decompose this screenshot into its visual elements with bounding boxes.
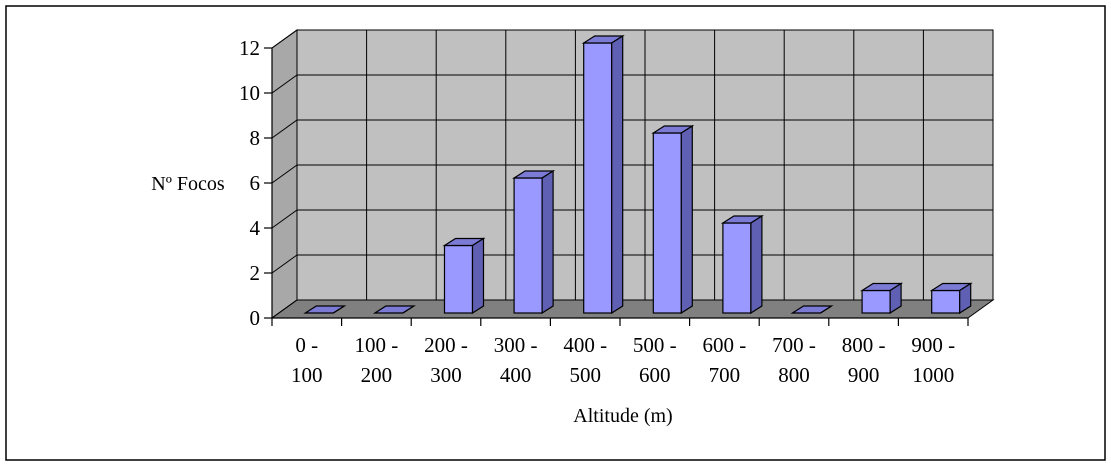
x-tick-label-line: 700	[709, 363, 741, 387]
bar	[651, 124, 695, 315]
bar	[860, 282, 904, 315]
bar-front	[513, 177, 543, 314]
y-tick-label: 6	[250, 171, 261, 195]
bar-side	[541, 169, 554, 315]
x-tick-label: 300 - 400	[494, 333, 538, 387]
x-tick-label: 0 -100	[291, 333, 323, 387]
x-axis-title: Altitude (m)	[573, 405, 672, 427]
x-tick-label-line: 300 -	[494, 333, 538, 357]
x-tick-label-line: 400 -	[563, 333, 607, 357]
bars	[303, 34, 973, 315]
axes	[264, 47, 969, 326]
bar-side	[820, 305, 832, 314]
x-tick-label-line: 800	[778, 363, 810, 387]
x-tick-label-line: 900	[848, 363, 880, 387]
y-tick-label: 4	[250, 216, 261, 240]
x-tick-label-line: 700 -	[772, 333, 816, 357]
bar	[790, 305, 834, 314]
x-tick-label-line: 900 -	[911, 333, 955, 357]
x-tick-label-line: 200	[361, 363, 393, 387]
y-tick-label: 8	[250, 126, 261, 150]
bar-front	[443, 244, 474, 314]
x-tick-label-line: 600 -	[703, 333, 747, 357]
bar	[929, 282, 973, 315]
bar	[442, 237, 486, 315]
x-tick-label: 500 - 600	[633, 333, 677, 387]
bar	[720, 214, 764, 315]
y-tick-label: 0	[250, 306, 261, 330]
bar	[372, 305, 416, 314]
x-tick-label-line: 100	[291, 363, 323, 387]
x-tick-label-line: 500	[569, 363, 601, 387]
x-tick-label-line: 1000	[912, 363, 954, 387]
bar-front	[722, 222, 752, 314]
x-tick-label: 600 - 700	[703, 333, 747, 387]
x-tick-label-line: 200 -	[424, 333, 468, 357]
bar-side	[889, 282, 902, 315]
bar-front	[652, 132, 682, 314]
x-tick-label: 400 - 500	[563, 333, 607, 387]
y-tick-labels: 0 2 4 6 8 10 12	[239, 36, 261, 330]
x-tick-label: 200 - 300	[424, 333, 468, 387]
x-tick-label: 700 - 800	[772, 333, 816, 387]
bar-front	[583, 42, 613, 314]
bar-side	[332, 305, 345, 314]
y-tick-label: 12	[239, 36, 260, 60]
bar	[581, 34, 625, 315]
y-tick-label: 2	[250, 261, 261, 285]
x-tick-label: 100 - 200	[355, 333, 399, 387]
bar-side	[402, 305, 415, 314]
bar	[303, 305, 347, 314]
x-tick-label-line: 800 -	[842, 333, 886, 357]
x-tick-label-line: 100 -	[355, 333, 399, 357]
x-tick-label: 900 - 1000	[911, 333, 955, 387]
bar-side	[750, 214, 763, 315]
y-axis-title: Nº Focos	[151, 173, 225, 195]
x-tick-label-line: 300	[430, 363, 462, 387]
y-tick-label: 10	[239, 81, 260, 105]
x-tick-label-line: 0 -	[295, 333, 318, 357]
bar	[512, 169, 556, 315]
gridlines	[271, 29, 994, 319]
x-tick-label-line: 400	[500, 363, 532, 387]
bar-front	[861, 289, 891, 314]
x-tick-label: 800 - 900	[842, 333, 886, 387]
bar-side	[959, 282, 972, 315]
x-tick-label-line: 600	[639, 363, 671, 387]
bar-side	[471, 237, 485, 315]
bar-side	[611, 34, 624, 315]
bar-side	[680, 124, 693, 315]
x-tick-label-line: 500 -	[633, 333, 677, 357]
bar-front	[931, 289, 961, 314]
